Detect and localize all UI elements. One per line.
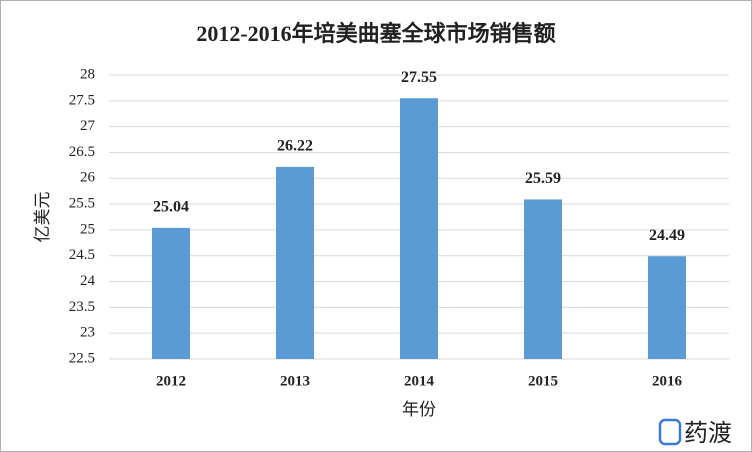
x-tick-label: 2012 (156, 373, 186, 389)
y-tick-label: 23.5 (69, 299, 95, 315)
y-tick-label: 27.5 (69, 92, 95, 108)
x-tick-label: 2016 (652, 373, 683, 389)
bar (152, 227, 190, 359)
data-label: 25.59 (525, 170, 561, 187)
data-label: 25.04 (153, 199, 189, 216)
watermark-logo: 药渡 (658, 418, 732, 447)
y-tick-label: 23 (80, 325, 95, 341)
data-label: 26.22 (277, 138, 313, 155)
bar (400, 98, 438, 360)
y-tick-label: 25 (80, 221, 95, 237)
logo-icon (658, 418, 682, 446)
y-tick-label: 25.5 (69, 196, 95, 212)
y-tick-label: 26 (80, 170, 96, 186)
y-tick-label: 26.5 (69, 144, 95, 160)
y-tick-label: 27 (80, 118, 96, 134)
bar (648, 256, 686, 359)
y-axis-label: 亿美元 (33, 192, 52, 243)
y-tick-label: 28 (80, 66, 95, 82)
x-tick-label: 2015 (528, 373, 558, 389)
bar (524, 199, 562, 359)
x-tick-label: 2013 (280, 373, 310, 389)
chart-title: 2012-2016年培美曲塞全球市场销售额 (196, 21, 555, 46)
bar (276, 166, 314, 359)
x-axis-label: 年份 (402, 400, 436, 419)
watermark-text: 药渡 (684, 419, 732, 447)
data-label: 27.55 (401, 69, 437, 86)
y-tick-label: 24.5 (69, 247, 95, 263)
y-tick-label: 24 (80, 273, 96, 289)
y-tick-label: 22.5 (69, 350, 95, 366)
data-label: 24.49 (649, 227, 685, 244)
x-tick-label: 2014 (404, 373, 435, 389)
